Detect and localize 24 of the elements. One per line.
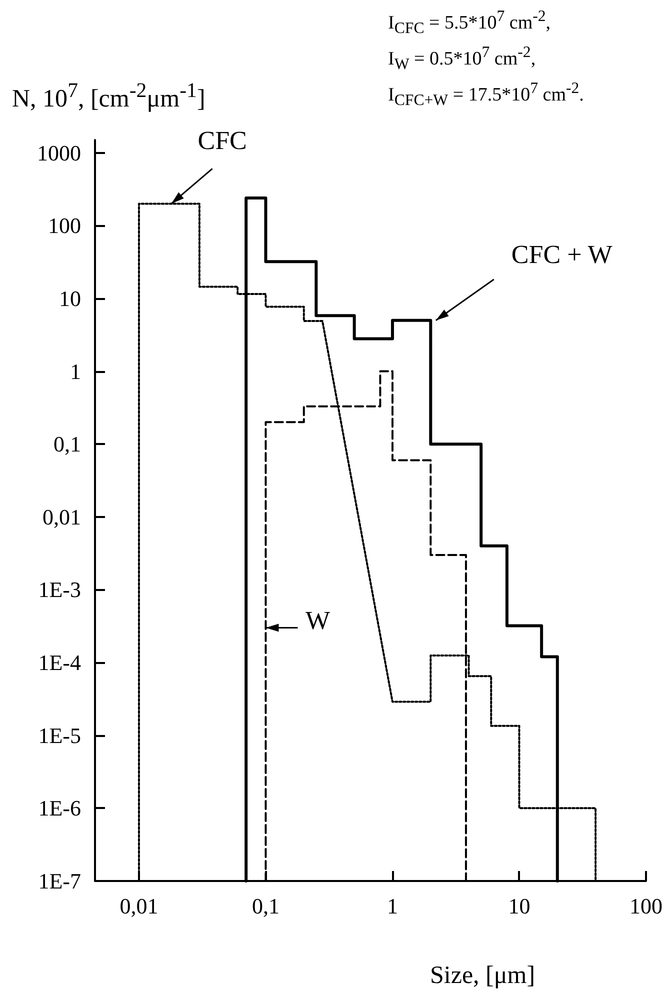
y-tick-label: 100 — [48, 213, 81, 238]
y-tick-label: 1 — [70, 358, 81, 384]
y-tick-label: 10 — [59, 286, 81, 311]
y-tick-label: 1E-6 — [38, 796, 81, 821]
x-tick-label: 1 — [386, 894, 398, 918]
x-tick-label: 10 — [508, 894, 530, 918]
annotation: CFC — [198, 126, 247, 156]
x-tick-label: 100 — [630, 894, 662, 918]
y-tick-label: 1E-3 — [38, 577, 81, 602]
y-tick-label: 1000 — [37, 140, 81, 166]
x-tick-label: 0,1 — [252, 894, 280, 918]
annotation: CFC + W — [511, 240, 612, 270]
text: I$_{CFC}$ = 5.5*10$^{7}$ cm$^{-2}$, — [388, 8, 551, 38]
text: I$_{CFC+W}$ = 17.5*10$^{7}$ cm$^{-2}$. — [388, 80, 584, 110]
text: I$_{W}$ = 0.5*10$^{7}$ cm$^{-2}$, — [388, 44, 536, 74]
y-tick-label: 1E-7 — [38, 868, 81, 894]
y-tick-label: 0,1 — [54, 432, 81, 457]
x-axis-title: Size, [μm] — [430, 962, 536, 990]
y-tick-label: 1E-5 — [38, 722, 81, 748]
x-tick-label: 0,01 — [120, 894, 158, 918]
y-tick-label: 0,01 — [42, 504, 81, 530]
y-tick-label: 1E-4 — [38, 650, 81, 676]
annotation: W — [305, 606, 330, 636]
y-axis-title: N, 10$^{7}$, [cm$^{-2}$μm$^{-1}$] — [12, 78, 206, 114]
